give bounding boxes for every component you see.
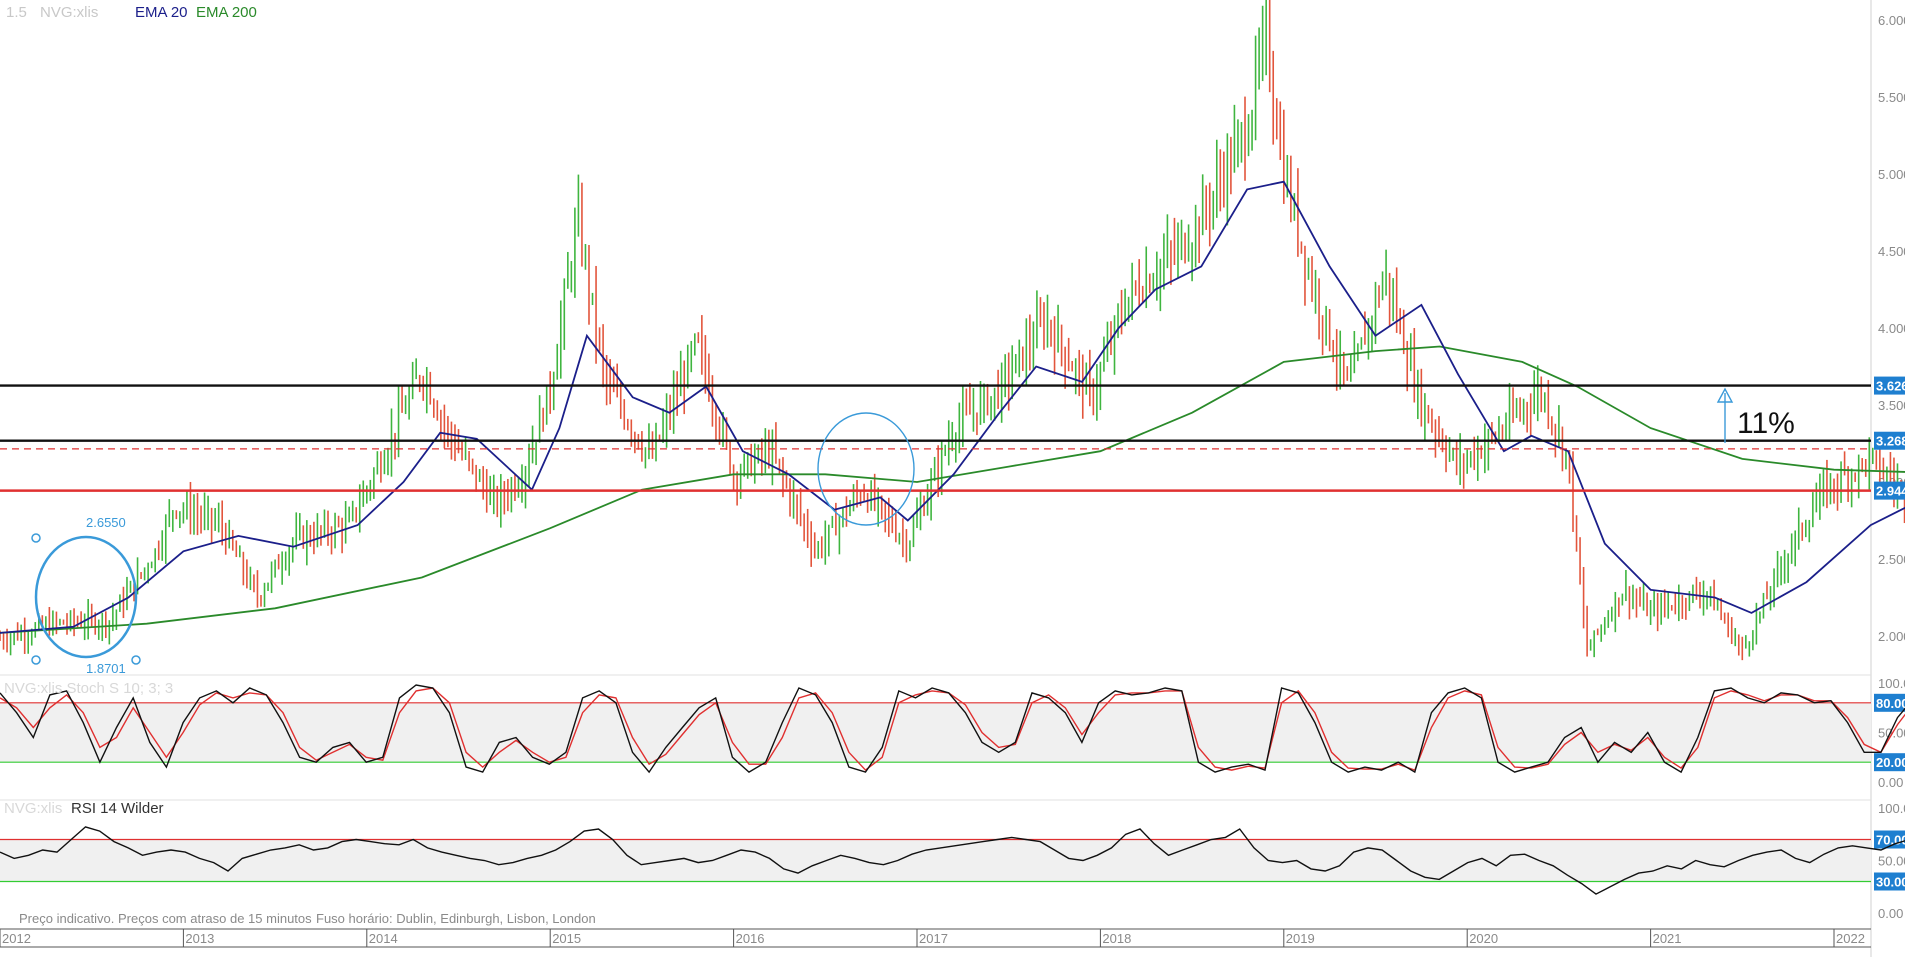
header-symbol: NVG:xlis — [40, 4, 98, 21]
price-tick-label: 6.0000 — [1878, 13, 1905, 28]
delay-note: Preço indicativo. Preços com atraso de 1… — [19, 911, 312, 926]
band-tag-label: 80.00 — [1876, 696, 1905, 711]
osc-series-pct-d — [0, 687, 1905, 772]
header-instrument: 1.5 — [6, 4, 27, 21]
highlight-ellipse-2013 — [34, 535, 138, 659]
x-tick-label: 2012 — [2, 931, 31, 946]
price-tick-label: 3.5000 — [1878, 398, 1905, 413]
x-tick-label: 2022 — [1836, 931, 1865, 946]
osc-tick-label: 100.00 — [1878, 676, 1905, 691]
ema20-line — [0, 180, 1905, 634]
highlight-ellipse-2017 — [817, 412, 915, 526]
ellipse-label-low: 1.8701 — [86, 661, 126, 676]
price-tick-label: 2.5000 — [1878, 552, 1905, 567]
level-tag-label: 3.2680 — [1876, 434, 1905, 449]
ellipse-handle — [131, 655, 141, 665]
x-tick-label: 2014 — [369, 931, 398, 946]
band-tag — [1874, 753, 1905, 772]
osc-tick-label: 50.00 — [1878, 726, 1905, 741]
legend-ema200[interactable]: EMA 200 — [196, 4, 257, 21]
price-tick-label: 2.0000 — [1878, 629, 1905, 644]
band-tag-label: 30.00 — [1876, 875, 1905, 890]
ellipse-label-high: 2.6550 — [86, 515, 126, 530]
price-tick-label: 4.5000 — [1878, 244, 1905, 259]
osc-tick-label: 0.00 — [1878, 906, 1903, 921]
band-tag — [1874, 693, 1905, 712]
band-tag — [1874, 872, 1905, 891]
ellipse-handle — [31, 533, 41, 543]
x-tick-label: 2013 — [185, 931, 214, 946]
osc-tick-label: 50.00 — [1878, 854, 1905, 869]
price-tick-label: 5.0000 — [1878, 167, 1905, 182]
x-tick-label: 2020 — [1469, 931, 1498, 946]
level-tag-label: 3.6261 — [1876, 379, 1905, 394]
timezone-note: Fuso horário: Dublin, Edinburgh, Lisbon,… — [316, 911, 596, 926]
stoch-panel[interactable]: 100.00 50.00 0.00 80.00 20.00 — [0, 674, 1905, 790]
stoch-panel-title: NVG:xlis Stoch S 10; 3; 3 — [4, 680, 173, 697]
oscillator-band — [0, 702, 1871, 763]
oscillator-band — [0, 839, 1871, 882]
x-tick-label: 2021 — [1653, 931, 1682, 946]
price-tick-label: 5.5000 — [1878, 90, 1905, 105]
percent-label: 11% — [1737, 407, 1795, 440]
ema200-line — [0, 345, 1905, 634]
level-tag-label: 2.9440 — [1876, 484, 1905, 499]
x-tick-label: 2016 — [736, 931, 765, 946]
price-tick-label: 4.0000 — [1878, 321, 1905, 336]
target-arrow-head — [1716, 387, 1734, 403]
band-tag — [1874, 830, 1905, 849]
x-tick-label: 2017 — [919, 931, 948, 946]
ellipse-handle — [31, 655, 41, 665]
osc-series-pct-k — [0, 684, 1905, 774]
osc-tick-label: 100.00 — [1878, 801, 1905, 816]
level-tag — [1874, 376, 1905, 395]
band-tag-label: 70.00 — [1876, 833, 1905, 848]
level-tag — [1874, 481, 1905, 500]
level-tag — [1874, 431, 1905, 450]
band-tag-label: 20.00 — [1876, 755, 1905, 770]
x-tick-label: 2019 — [1286, 931, 1315, 946]
x-tick-label: 2018 — [1102, 931, 1131, 946]
legend-ema20[interactable]: EMA 20 — [135, 4, 188, 21]
osc-tick-label: 0.00 — [1878, 775, 1903, 790]
rsi-panel-title: RSI 14 Wilder — [71, 800, 164, 817]
rsi-panel-symbol: NVG:xlis — [4, 800, 62, 817]
x-tick-label: 2015 — [552, 931, 581, 946]
osc-series-rsi — [0, 826, 1905, 895]
